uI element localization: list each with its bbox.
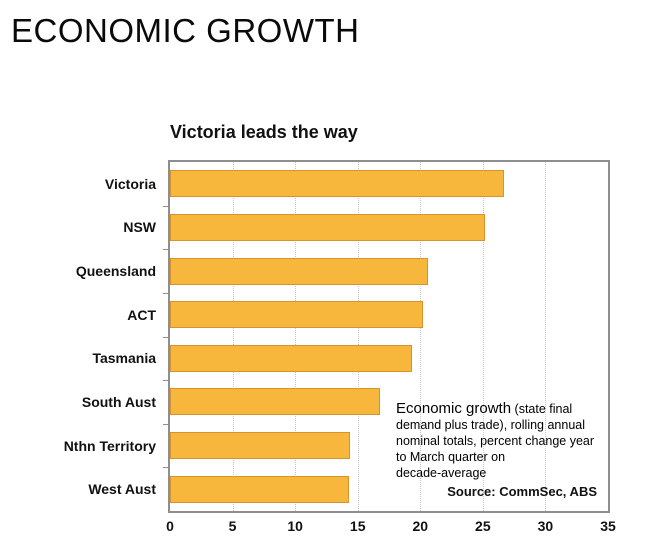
category-label-west-aust: West Aust xyxy=(88,481,156,498)
y-axis-tick xyxy=(163,467,170,469)
x-tick-label-0: 0 xyxy=(166,518,174,534)
gridline-25 xyxy=(482,162,484,511)
y-axis-tick xyxy=(163,380,170,382)
chart-annotation: Economic growth (state final demand plus… xyxy=(396,401,594,481)
x-tick-label-10: 10 xyxy=(287,518,303,534)
annotation-line: demand plus trade), rolling annual xyxy=(396,418,586,432)
annotation-line: nominal totals, percent change year xyxy=(396,434,595,448)
y-axis-tick xyxy=(163,336,170,338)
y-axis-labels: Victoria NSW Queensland ACT Tasmania South Au… xyxy=(0,162,156,511)
bar-south-aust xyxy=(170,388,381,416)
y-axis-tick xyxy=(163,249,170,251)
y-axis-tick xyxy=(163,205,170,207)
category-label-queensland: Queensland xyxy=(75,263,156,280)
bar-nsw xyxy=(170,213,486,241)
annotation-line: decade-average xyxy=(396,466,487,480)
category-label-tasmania: Tasmania xyxy=(92,350,156,367)
source-credit: Source: CommSec, ABS xyxy=(447,484,597,499)
y-axis-tick xyxy=(163,423,170,425)
x-tick-label-15: 15 xyxy=(349,518,366,534)
category-label-victoria: Victoria xyxy=(104,175,156,192)
x-tick-label-5: 5 xyxy=(228,518,237,534)
bar-victoria xyxy=(170,170,505,198)
x-tick-label-25: 25 xyxy=(475,518,491,534)
gridline-30 xyxy=(545,162,547,511)
annotation-text: (state final xyxy=(511,402,573,416)
category-label-south-aust: South Aust xyxy=(81,393,156,410)
bar-act xyxy=(170,301,423,329)
gridline-15 xyxy=(357,162,359,511)
gridline-5 xyxy=(232,162,234,511)
gridline-20 xyxy=(420,162,422,511)
plot-area xyxy=(168,160,610,513)
x-axis-labels: 0 5 10 15 20 25 30 35 xyxy=(166,518,616,538)
x-tick-label-20: 20 xyxy=(412,518,429,534)
chart-title: Victoria leads the way xyxy=(170,122,358,142)
annotation-line: Economic growth (state final xyxy=(396,401,594,417)
bar-queensland xyxy=(170,257,428,285)
bar-west-aust xyxy=(170,475,349,503)
y-axis-tick-marks xyxy=(163,162,170,511)
bar-tasmania xyxy=(170,344,412,372)
bar-nthn-territory xyxy=(170,432,351,460)
gridline-10 xyxy=(295,162,297,511)
y-axis-tick xyxy=(163,292,170,294)
annotation-line: to March quarter on xyxy=(396,450,506,464)
category-label-nthn-territory: Nthn Territory xyxy=(63,437,156,454)
x-tick-label-30: 30 xyxy=(537,518,554,534)
category-label-act: ACT xyxy=(127,306,156,323)
page-title: ECONOMIC GROWTH xyxy=(11,12,360,49)
category-label-nsw: NSW xyxy=(123,219,156,236)
annotation-lead-text: Economic growth xyxy=(396,400,512,417)
x-tick-label-35: 35 xyxy=(600,518,616,534)
